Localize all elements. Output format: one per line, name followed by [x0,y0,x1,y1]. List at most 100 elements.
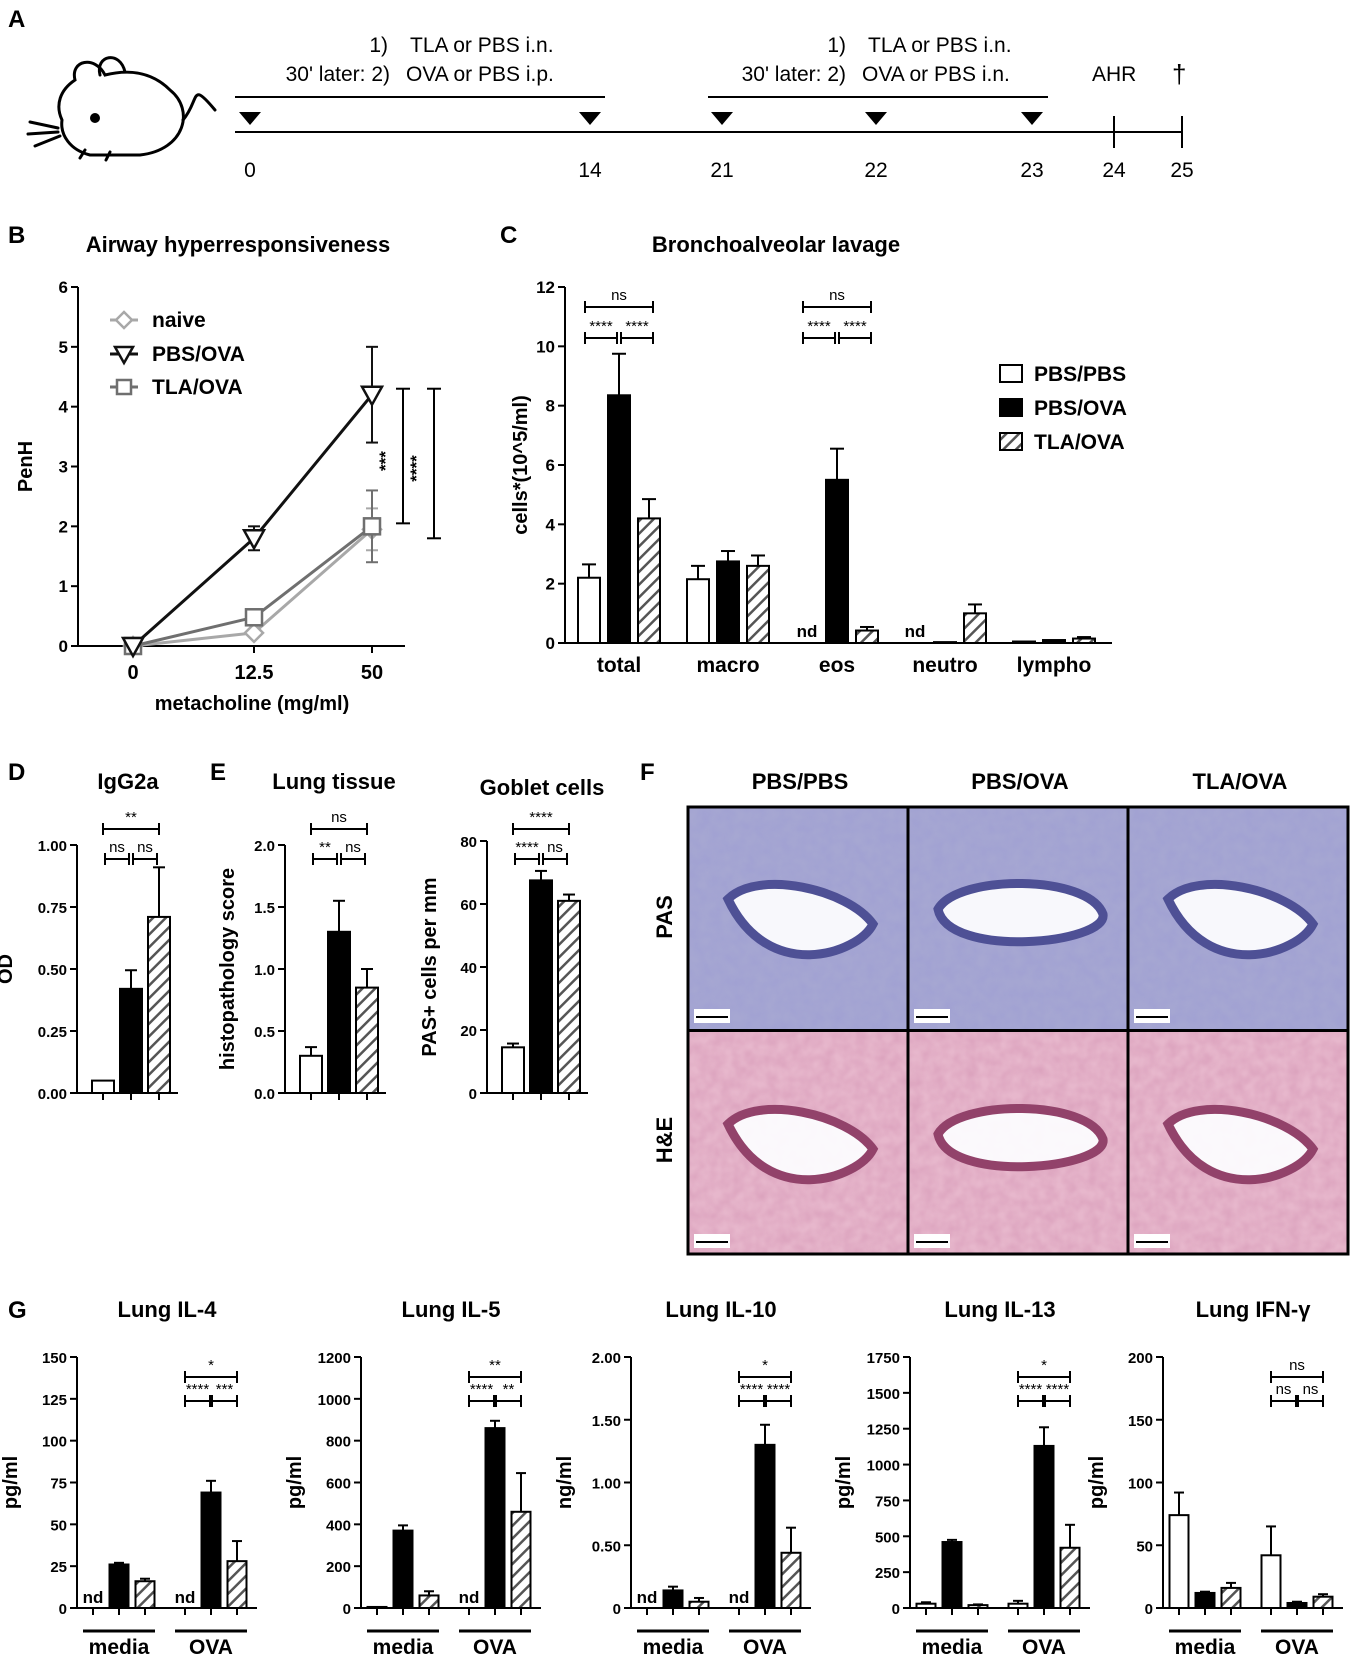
bar-media-pbs-pbs [915,1602,937,1610]
x-tick-label: 50 [361,662,383,684]
treatment-arrow-day-14 [579,112,601,125]
bar-media-tla-ova [688,1600,710,1609]
y-tick-label: 750 [875,1493,900,1510]
nd-label: nd [175,1588,196,1607]
x-tick-label: total [597,654,641,677]
y-tick-label: 1750 [867,1350,900,1367]
group-label: media [1175,1636,1236,1659]
airway-lumen [722,879,879,960]
panel-label-d: D [8,759,25,786]
y-tick-label: 40 [460,960,477,977]
y-tick-label: 12 [536,278,555,297]
x-tick-label: 0 [127,662,138,684]
chart-title: Airway hyperresponsiveness [86,232,390,257]
y-tick-label: 0 [892,1601,900,1618]
legend-label: naive [152,309,206,332]
y-tick-label: 10 [536,337,555,356]
significance-label: * [1041,1357,1047,1374]
chart-lung-tissue: Lung tissue 0.0 0.5 1.0 1.5 2.0 histopathology… [217,769,396,1103]
histology-image-h-e-tla-ova [1128,1032,1348,1254]
y-tick-label: 2.00 [592,1350,621,1367]
y-tick-label: 0 [469,1086,477,1103]
y-tick-label: 0.75 [38,900,67,917]
data-point [362,517,382,536]
legend-label: PBS/OVA [1034,397,1127,420]
chart-bronchoalveolar-lavage: Bronchoalveolar lavage 0 2 4 6 8 10 12 cells*(10… [510,232,1127,677]
legend-swatch-tla-ova [999,432,1023,451]
bar-ova-tla-ova [510,1510,532,1609]
y-tick-label: 200 [1128,1350,1153,1367]
y-tick-label: 2 [59,517,68,536]
legend-label: TLA/OVA [152,376,243,399]
day-label-25: 25 [1170,159,1193,182]
group-label: OVA [189,1636,233,1659]
panel-label-c: C [500,222,517,249]
chart-airway-hyperresponsiveness: Airway hyperresponsiveness 0 1 2 3 4 5 6 0 12.5 50… [15,232,441,715]
bar-media-pbs-ova [1194,1591,1216,1609]
chart-title: Lung IL-13 [944,1297,1055,1322]
group-label: media [643,1636,704,1659]
group-label: OVA [1275,1636,1319,1659]
y-tick-label: 800 [326,1434,351,1451]
y-tick-label: 0 [613,1601,621,1618]
bar-pbs-pbs [91,1079,115,1094]
airway-lumen [1162,1104,1319,1185]
bar-ova-pbs-ova [1033,1444,1055,1609]
y-tick-label: 150 [1128,1413,1153,1430]
chart-title: IgG2a [97,769,159,794]
y-tick-label: 1.00 [592,1476,621,1493]
significance-label: **** [767,1381,791,1398]
y-tick-label: 60 [460,897,477,914]
bar-media-pbs-ova [108,1563,130,1609]
ahr-label: AHR [1092,63,1136,86]
bar-pbs-ova [529,879,553,1094]
significance-label: **** [407,455,426,482]
chart-title: Lung IL-10 [665,1297,776,1322]
y-tick-label: 100 [1128,1476,1153,1493]
histology-row-pas: PAS [652,895,677,939]
y-tick-label: 80 [460,834,477,851]
bar-ova-pbs-ova [200,1491,222,1610]
y-tick-label: 3 [59,458,68,477]
y-tick-label: 250 [875,1565,900,1582]
nd-label: nd [729,1588,750,1607]
bar-lympho-pbs-pbs [1012,640,1036,644]
nd-label: nd [797,622,818,641]
x-axis-label: metacholine (mg/ml) [155,693,349,715]
panel-label-b: B [8,222,25,249]
legend-label: TLA/OVA [1034,431,1125,454]
y-axis-label: OD [0,954,17,984]
nd-label: nd [459,1588,480,1607]
panel-f: PBS/PBS PBS/OVA TLA/OVA PAS H&E [652,769,1350,1256]
y-axis-label: pg/ml [1086,1456,1108,1509]
y-tick-label: 0.0 [254,1086,275,1103]
bar-macro-tla-ova [746,564,770,644]
nd-label: nd [83,1588,104,1607]
significance-label: ns [345,839,361,856]
significance-label: ns [137,839,153,856]
y-tick-label: 150 [42,1350,67,1367]
panel-a: A 0 14 21 22 23 24 25 1) TLA or PBS i.n. 30' l… [8,6,1194,182]
day-label-14: 14 [578,159,602,182]
y-tick-label: 0 [59,1601,67,1618]
chart-lung-il-4: Lung IL-4 0 25 50 75 100 125 150 pg/ml nd media nd O… [0,1297,257,1659]
bar-media-pbs-ova [392,1529,414,1609]
series-pbs-ova [120,345,385,659]
y-axis-label: ng/ml [554,1456,576,1509]
x-tick-label: eos [819,654,855,677]
significance-label: **** [625,318,649,335]
treatment-arrow-day-0 [239,112,261,125]
y-tick-label: 500 [875,1529,900,1546]
chart-title: Goblet cells [480,775,605,800]
bar-pbs-ova [119,987,143,1095]
significance-label: ** [125,809,137,826]
x-tick-label: lympho [1017,654,1092,677]
y-axis-label: cells*(10^5/ml) [510,395,532,535]
bar-ova-pbs-ova [484,1427,506,1610]
histology-column-tla-ova: TLA/OVA [1193,769,1288,794]
data-point [120,636,146,659]
y-tick-label: 4 [546,515,556,534]
y-tick-label: 1.00 [38,838,67,855]
step1-label-2: 1) [827,34,846,57]
